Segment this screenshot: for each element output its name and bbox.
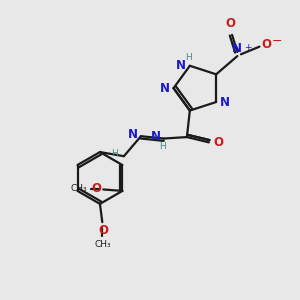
Text: N: N [220, 95, 230, 109]
Text: H: H [159, 142, 166, 151]
Text: O: O [91, 182, 101, 195]
Text: CH₃: CH₃ [70, 184, 87, 193]
Text: N: N [151, 130, 161, 143]
Text: H: H [111, 149, 117, 158]
Text: O: O [213, 136, 223, 149]
Text: −: − [272, 35, 282, 48]
Text: H: H [185, 53, 192, 62]
Text: N: N [232, 42, 242, 55]
Text: O: O [226, 17, 236, 30]
Text: N: N [176, 59, 186, 72]
Text: +: + [244, 43, 251, 52]
Text: N: N [128, 128, 138, 141]
Text: CH₃: CH₃ [94, 240, 111, 249]
Text: O: O [98, 224, 108, 238]
Text: O: O [262, 38, 272, 51]
Text: N: N [160, 82, 170, 95]
